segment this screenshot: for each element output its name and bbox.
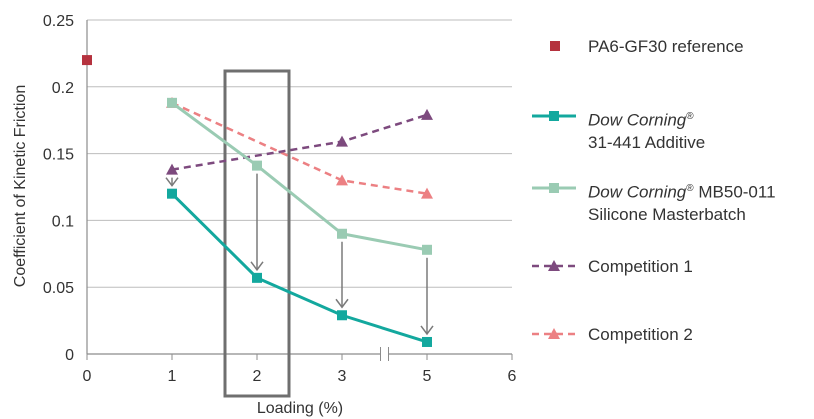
y-tick-label: 0: [65, 347, 74, 364]
legend-swatch-dc-31-441: [530, 106, 578, 126]
series-point-1: [337, 228, 347, 239]
reference-point: [82, 55, 92, 66]
legend-swatch-reference: [530, 36, 578, 56]
legend-item-dc-31-441: Dow Corning® 31-441 Additive: [530, 106, 705, 154]
y-tick-label: 0.15: [43, 147, 74, 164]
highlight-box: [223, 69, 291, 398]
arrow-head: [165, 177, 179, 187]
x-tick-label: 6: [508, 368, 517, 385]
x-axis-label: Loading (%): [257, 400, 343, 417]
gridlines: [87, 19, 512, 288]
tick-labels: 0 0.05 0.1 0.15 0.2 0.25 0 1 2 3 5 6: [43, 13, 517, 385]
y-tick-label: 0.2: [52, 80, 74, 97]
series-point-0: [422, 336, 432, 347]
series-point-2: [336, 135, 348, 147]
legend-label-competition-1: Competition 1: [588, 257, 693, 276]
legend-label-reference: PA6-GF30 reference: [588, 37, 744, 56]
series-point-2: [166, 163, 178, 175]
series-group: [82, 55, 433, 347]
legend-swatch-marker: [548, 328, 560, 339]
y-tick-label: 0.1: [52, 213, 74, 230]
arrow-head: [335, 298, 349, 309]
legend: PA6-GF30 reference Dow Corning® 31-441 A…: [530, 0, 814, 419]
series-point-1: [252, 160, 262, 171]
legend-swatch-marker: [549, 111, 559, 121]
arrow-head: [250, 261, 264, 272]
reduction-arrows: [165, 173, 434, 336]
legend-label-dc-31-441: Dow Corning® 31-441 Additive: [588, 110, 706, 152]
legend-swatch-competition-2: [530, 324, 578, 344]
axis-break-gap: [380, 347, 389, 361]
x-tick-label: 1: [168, 368, 177, 385]
series-line-1: [171, 101, 428, 252]
y-axis-label: Coefficient of Kinetic Friction: [12, 85, 29, 287]
series-point-3: [336, 174, 348, 186]
legend-swatch-competition-1: [530, 256, 578, 276]
series-point-1: [167, 97, 177, 108]
x-tick-label: 2: [253, 368, 262, 385]
series-point-2: [421, 108, 433, 120]
x-tick-label: 3: [338, 368, 347, 385]
y-tick-label: 0.05: [43, 280, 74, 297]
legend-swatch-marker: [549, 183, 559, 193]
legend-item-reference: PA6-GF30 reference: [530, 36, 744, 58]
series-line-3: [171, 101, 428, 195]
x-tick-label: 0: [83, 368, 92, 385]
legend-swatch-marker: [548, 260, 560, 271]
legend-label-dc-mb50-011: Dow Corning® MB50-011 Silicone Masterbat…: [588, 182, 776, 224]
legend-label-competition-2: Competition 2: [588, 325, 693, 344]
series-point-0: [337, 310, 347, 321]
legend-item-dc-mb50-011: Dow Corning® MB50-011 Silicone Masterbat…: [530, 178, 776, 226]
y-tick-label: 0.25: [43, 13, 74, 30]
x-tick-label: 5: [423, 368, 432, 385]
arrow-head: [420, 325, 434, 336]
legend-item-competition-2: Competition 2: [530, 324, 693, 346]
series-line-0: [170, 192, 428, 344]
series-point-0: [252, 272, 262, 283]
legend-item-competition-1: Competition 1: [530, 256, 693, 278]
series-point-0: [167, 188, 177, 199]
legend-swatch-dc-mb50-011: [530, 178, 578, 198]
series-line-2: [171, 113, 428, 171]
highlight-box-rect: [223, 69, 291, 398]
axes: [86, 20, 513, 361]
series-point-1: [422, 244, 432, 255]
series-point-3: [421, 187, 433, 199]
